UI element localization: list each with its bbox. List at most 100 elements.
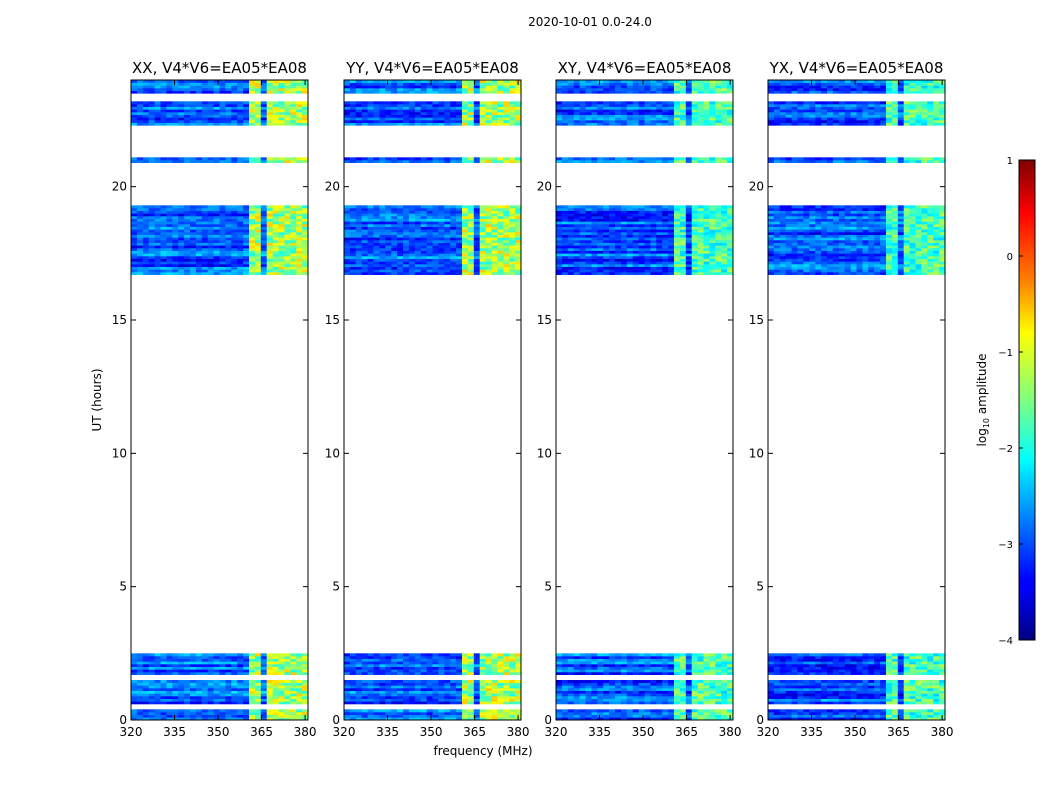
heatmap-cell [356,672,362,675]
heatmap-cell [668,248,674,251]
heatmap-cell [172,237,178,240]
heatmap-cell [415,691,421,694]
heatmap-cell [137,264,143,267]
heatmap-cell [284,251,290,254]
heatmap-cell [421,101,427,104]
heatmap-cell [633,699,639,702]
heatmap-cell [497,664,503,667]
heatmap-cell [249,232,255,235]
heatmap-cell [356,101,362,104]
heatmap-cell [456,211,462,214]
heatmap-cell [456,256,462,259]
heatmap-cell [137,259,143,262]
heatmap-cell [698,709,704,712]
heatmap-cell [586,715,592,718]
heatmap-cell [415,232,421,235]
heatmap-cell [208,205,214,208]
heatmap-cell [603,272,609,275]
heatmap-cell [438,248,444,251]
heatmap-cell [639,251,645,254]
heatmap-cell [474,264,480,267]
heatmap-cell [433,267,439,270]
heatmap-cell [427,251,433,254]
heatmap-cell [350,667,356,670]
heatmap-cell [586,696,592,699]
heatmap-cell [374,264,380,267]
heatmap-cell [131,251,137,254]
heatmap-cell [444,248,450,251]
heatmap-cell [155,712,161,715]
heatmap-cell [137,115,143,118]
heatmap-cell [486,248,492,251]
heatmap-cell [255,659,261,662]
heatmap-cell [178,691,184,694]
heatmap-cell [397,659,403,662]
heatmap-cell [603,229,609,232]
heatmap-cell [131,715,137,718]
heatmap-cell [155,237,161,240]
heatmap-cell [344,232,350,235]
heatmap-cell [580,693,586,696]
heatmap-cell [497,107,503,110]
heatmap-cell [279,88,285,91]
heatmap-cell [379,101,385,104]
heatmap-cell [161,667,167,670]
heatmap-cell [409,117,415,120]
heatmap-cell [480,272,486,275]
heatmap-cell [225,653,231,656]
heatmap-cell [368,661,374,664]
heatmap-cell [639,232,645,235]
heatmap-cell [403,101,409,104]
heatmap-cell [391,120,397,123]
heatmap-cell [231,664,237,667]
heatmap-cell [509,248,515,251]
heatmap-cell [462,221,468,224]
heatmap-cell [385,669,391,672]
heatmap-cell [374,123,380,126]
heatmap-cell [450,157,456,160]
heatmap-cell [214,224,220,227]
heatmap-cell [362,680,368,683]
heatmap-cell [184,659,190,662]
heatmap-cell [444,235,450,238]
heatmap-cell [480,235,486,238]
heatmap-cell [178,696,184,699]
heatmap-cell [190,699,196,702]
heatmap-cell [155,251,161,254]
heatmap-cell [591,245,597,248]
heatmap-cell [225,229,231,232]
heatmap-cell [385,120,391,123]
heatmap-cell [450,107,456,110]
heatmap-cell [492,208,498,211]
heatmap-cell [368,653,374,656]
heatmap-cell [438,269,444,272]
heatmap-cell [633,688,639,691]
heatmap-cell [656,245,662,248]
y-tick-label: 20 [112,180,127,194]
heatmap-cell [178,205,184,208]
heatmap-cell [474,672,480,675]
heatmap-cell [255,224,261,227]
heatmap-cell [421,229,427,232]
heatmap-cell [284,104,290,107]
heatmap-cell [385,208,391,211]
heatmap-cell [492,672,498,675]
heatmap-cell [143,259,149,262]
heatmap-cell [704,715,710,718]
heatmap-cell [143,653,149,656]
heatmap-cell [249,709,255,712]
heatmap-cell [178,669,184,672]
heatmap-cell [668,712,674,715]
heatmap-cell [143,120,149,123]
heatmap-cell [374,683,380,686]
heatmap-cell [273,85,279,88]
heatmap-cell [415,227,421,230]
heatmap-cell [302,160,308,163]
heatmap-cell [385,224,391,227]
heatmap-cell [409,264,415,267]
heatmap-cell [591,680,597,683]
heatmap-cell [421,243,427,246]
heatmap-cell [290,261,296,264]
heatmap-cell [633,229,639,232]
heatmap-cell [391,661,397,664]
